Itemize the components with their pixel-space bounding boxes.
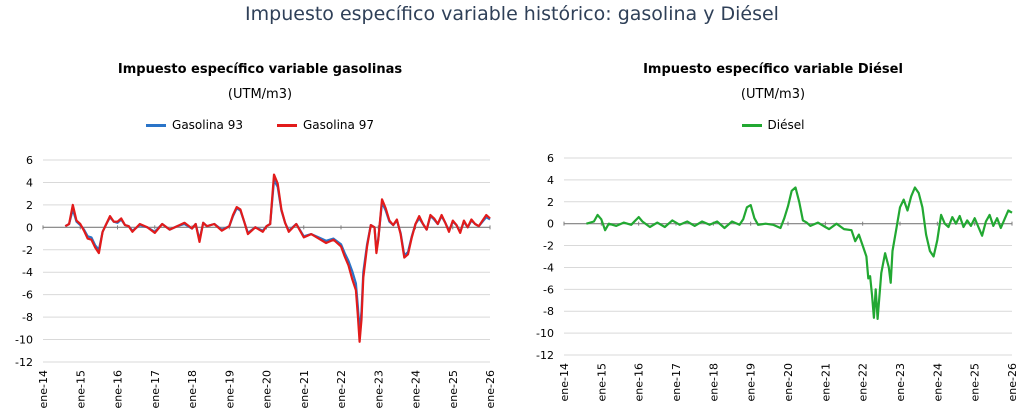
series-line-diésel xyxy=(586,186,1013,320)
y-tick-label: 4 xyxy=(26,176,33,189)
x-tick-label: ene-26 xyxy=(484,370,497,408)
chart-legend: Diésel xyxy=(522,118,1024,132)
legend-label: Gasolina 97 xyxy=(303,118,374,132)
legend-label: Diésel xyxy=(767,118,805,132)
x-tick-label: ene-19 xyxy=(223,370,236,408)
x-tick-label: ene-23 xyxy=(372,370,385,408)
y-tick-label: 0 xyxy=(26,221,33,234)
y-tick-label: -2 xyxy=(22,244,33,257)
y-tick-label: 2 xyxy=(26,199,33,212)
y-tick-label: 2 xyxy=(547,196,554,209)
legend-swatch xyxy=(741,123,762,127)
x-tick-label: ene-21 xyxy=(298,370,311,408)
y-tick-label: 6 xyxy=(26,154,33,167)
y-tick-label: -12 xyxy=(536,349,554,362)
diesel-chart-panel: Impuesto específico variable Diésel (UTM… xyxy=(522,0,1024,414)
y-tick-label: -12 xyxy=(15,356,33,369)
y-tick-label: -10 xyxy=(15,334,33,347)
x-tick-label: ene-16 xyxy=(112,370,125,408)
y-tick-label: -8 xyxy=(22,311,33,324)
chart-unit: (UTM/m3) xyxy=(227,87,293,102)
x-tick-label: ene-15 xyxy=(595,363,608,401)
x-tick-label: ene-22 xyxy=(857,363,870,401)
page-title: Impuesto específico variable histórico: … xyxy=(245,3,779,25)
x-tick-label: ene-24 xyxy=(410,370,423,408)
legend-label: Gasolina 93 xyxy=(172,118,243,132)
y-tick-label: 0 xyxy=(547,218,554,231)
x-tick-label: ene-22 xyxy=(335,370,348,408)
y-tick-label: -2 xyxy=(543,240,554,253)
series-line-gasolina-97 xyxy=(64,173,491,343)
legend-item-gasolina-93: Gasolina 93 xyxy=(146,118,243,132)
x-tick-label: ene-18 xyxy=(186,370,199,408)
x-tick-label: ene-16 xyxy=(633,363,646,401)
x-tick-label: ene-25 xyxy=(969,363,982,401)
x-tick-label: ene-18 xyxy=(707,363,720,401)
gasolinas-chart-panel: Impuesto específico variable gasolinas (… xyxy=(0,62,520,132)
x-tick-label: ene-17 xyxy=(149,370,162,408)
y-tick-label: 6 xyxy=(547,152,554,165)
x-tick-label: ene-23 xyxy=(894,363,907,401)
x-tick-label: ene-24 xyxy=(931,363,944,401)
x-tick-label: ene-17 xyxy=(670,363,683,401)
y-tick-label: -4 xyxy=(543,261,554,274)
y-tick-label: -6 xyxy=(543,283,554,296)
y-tick-label: -10 xyxy=(536,327,554,340)
x-tick-label: ene-21 xyxy=(819,363,832,401)
y-tick-label: 4 xyxy=(547,174,554,187)
x-tick-label: ene-20 xyxy=(261,370,274,408)
chart-title: Impuesto específico variable gasolinas xyxy=(117,62,403,77)
y-tick-label: -8 xyxy=(543,305,554,318)
x-tick-label: ene-20 xyxy=(782,363,795,401)
chart-unit: (UTM/m3) xyxy=(740,87,806,102)
y-tick-label: -6 xyxy=(22,289,33,302)
y-tick-label: -4 xyxy=(22,266,33,279)
chart-title: Impuesto específico variable Diésel xyxy=(643,62,903,77)
x-tick-label: ene-14 xyxy=(37,370,50,408)
x-tick-label: ene-26 xyxy=(1006,363,1019,401)
legend-item-diesel: Diésel xyxy=(741,118,805,132)
x-tick-label: ene-14 xyxy=(558,363,571,401)
legend-item-gasolina-97: Gasolina 97 xyxy=(277,118,374,132)
legend-swatch xyxy=(146,123,167,127)
x-tick-label: ene-25 xyxy=(447,370,460,408)
x-tick-label: ene-15 xyxy=(74,370,87,408)
x-tick-label: ene-19 xyxy=(745,363,758,401)
chart-legend: Gasolina 93 Gasolina 97 xyxy=(0,118,520,132)
legend-swatch xyxy=(277,123,297,127)
